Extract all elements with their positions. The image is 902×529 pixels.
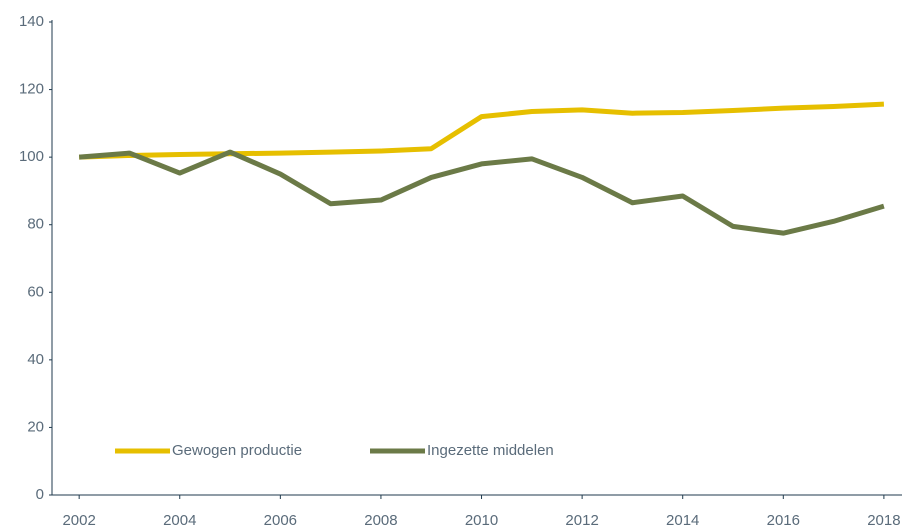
x-tick-label: 2004 <box>163 512 196 529</box>
x-tick-label: 2010 <box>465 512 498 529</box>
x-tick-label: 2002 <box>62 512 95 529</box>
legend-label: Ingezette middelen <box>427 442 554 459</box>
x-tick-label: 2008 <box>364 512 397 529</box>
x-tick-label: 2018 <box>867 512 900 529</box>
y-tick-label: 100 <box>19 148 44 165</box>
legend-label: Gewogen productie <box>172 442 302 459</box>
x-tick-label: 2016 <box>767 512 800 529</box>
y-tick-label: 60 <box>27 283 44 300</box>
y-tick-label: 0 <box>36 486 44 503</box>
y-tick-label: 80 <box>27 216 44 233</box>
y-tick-label: 20 <box>27 418 44 435</box>
line-series <box>78 149 885 236</box>
y-tick-label: 140 <box>19 13 44 30</box>
line-series <box>79 101 885 160</box>
x-tick-label: 2014 <box>666 512 699 529</box>
y-tick-label: 40 <box>27 351 44 368</box>
x-tick-label: 2006 <box>264 512 297 529</box>
y-tick-label: 120 <box>19 81 44 98</box>
x-tick-label: 2012 <box>565 512 598 529</box>
